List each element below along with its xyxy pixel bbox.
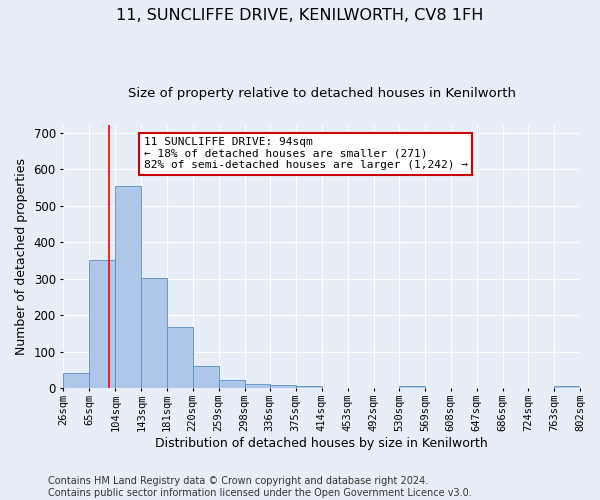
Bar bbox=[270, 384, 296, 388]
Bar bbox=[193, 366, 218, 388]
Bar bbox=[554, 386, 580, 388]
Bar bbox=[245, 384, 270, 388]
Title: Size of property relative to detached houses in Kenilworth: Size of property relative to detached ho… bbox=[128, 88, 516, 101]
Bar bbox=[142, 278, 167, 388]
Bar bbox=[296, 386, 322, 388]
Bar bbox=[89, 260, 115, 388]
Y-axis label: Number of detached properties: Number of detached properties bbox=[15, 158, 28, 356]
Bar bbox=[167, 327, 193, 388]
Bar bbox=[218, 380, 245, 388]
X-axis label: Distribution of detached houses by size in Kenilworth: Distribution of detached houses by size … bbox=[155, 437, 488, 450]
Bar bbox=[399, 386, 425, 388]
Bar bbox=[115, 186, 142, 388]
Text: Contains HM Land Registry data © Crown copyright and database right 2024.
Contai: Contains HM Land Registry data © Crown c… bbox=[48, 476, 472, 498]
Text: 11, SUNCLIFFE DRIVE, KENILWORTH, CV8 1FH: 11, SUNCLIFFE DRIVE, KENILWORTH, CV8 1FH bbox=[116, 8, 484, 22]
Bar bbox=[64, 372, 89, 388]
Text: 11 SUNCLIFFE DRIVE: 94sqm
← 18% of detached houses are smaller (271)
82% of semi: 11 SUNCLIFFE DRIVE: 94sqm ← 18% of detac… bbox=[143, 137, 467, 170]
